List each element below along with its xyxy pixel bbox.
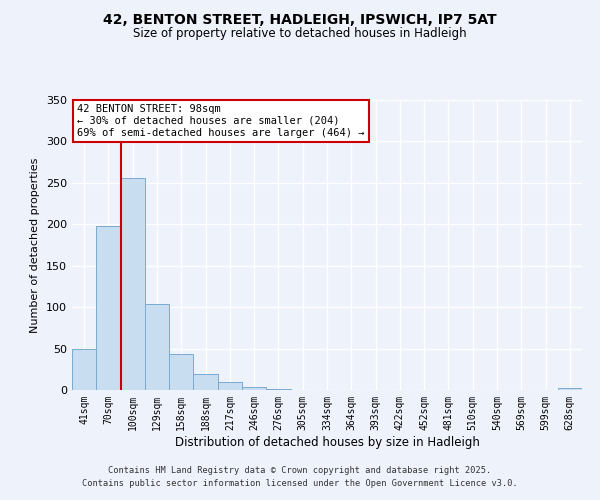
- Bar: [242, 386, 266, 390]
- Text: Size of property relative to detached houses in Hadleigh: Size of property relative to detached ho…: [133, 28, 467, 40]
- Bar: [121, 178, 145, 390]
- Y-axis label: Number of detached properties: Number of detached properties: [31, 158, 40, 332]
- Text: 42, BENTON STREET, HADLEIGH, IPSWICH, IP7 5AT: 42, BENTON STREET, HADLEIGH, IPSWICH, IP…: [103, 12, 497, 26]
- Text: Contains HM Land Registry data © Crown copyright and database right 2025.
Contai: Contains HM Land Registry data © Crown c…: [82, 466, 518, 487]
- Bar: [218, 382, 242, 390]
- Bar: [96, 226, 121, 390]
- Bar: [145, 304, 169, 390]
- Bar: [266, 389, 290, 390]
- Bar: [72, 348, 96, 390]
- Bar: [169, 354, 193, 390]
- Text: 42 BENTON STREET: 98sqm
← 30% of detached houses are smaller (204)
69% of semi-d: 42 BENTON STREET: 98sqm ← 30% of detache…: [77, 104, 365, 138]
- Bar: [558, 388, 582, 390]
- Bar: [193, 374, 218, 390]
- X-axis label: Distribution of detached houses by size in Hadleigh: Distribution of detached houses by size …: [175, 436, 479, 448]
